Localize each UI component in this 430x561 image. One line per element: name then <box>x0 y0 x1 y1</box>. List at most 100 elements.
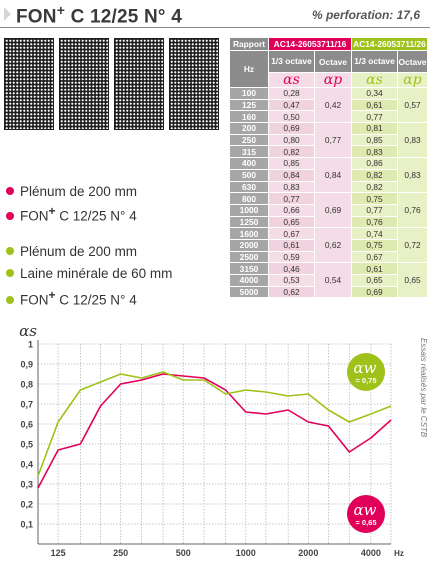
red-third-octave-cell: 0,85 <box>268 157 315 170</box>
y-tick-label: 0,6 <box>20 420 33 430</box>
green-third-octave-cell: 0,61 <box>351 262 398 275</box>
green-third-octave-cell: 0,69 <box>351 285 398 299</box>
red-third-octave-cell: 0,69 <box>268 122 315 135</box>
green-third-octave-cell: 0,34 <box>351 87 398 100</box>
green-dot-icon <box>6 295 14 304</box>
alpha-s-red: αs <box>268 72 315 88</box>
table-row: 400 0,85 0,84 0,86 0,83 <box>229 157 428 194</box>
red-third-octave-cell: 0,67 <box>268 227 315 240</box>
table-row: 5000 0,62 0,69 <box>229 285 428 299</box>
green-third-octave-cell: 0,81 <box>351 122 398 135</box>
y-tick-label: 0,9 <box>20 360 33 370</box>
perforation-pattern <box>4 38 219 130</box>
series-line-green <box>37 371 392 477</box>
green-third-octave-cell: 0,85 <box>351 133 398 147</box>
title-arrow-icon <box>4 7 11 21</box>
green-third-octave-cell: 0,61 <box>351 98 398 112</box>
red-octave-cell: 0,54 <box>314 262 352 299</box>
y-tick-label: 0,4 <box>20 460 33 470</box>
alpha-s-green: αs <box>351 72 398 88</box>
alpha-w-badge-red <box>347 495 385 533</box>
red-third-octave-cell: 0,61 <box>268 238 315 252</box>
x-tick-label: 125 <box>51 548 66 558</box>
table-row: 1250 0,65 0,76 <box>229 215 428 229</box>
alpha-w-label-red: αw <box>354 501 377 519</box>
hz-cell: 250 <box>229 133 269 147</box>
red-third-octave-cell: 0,84 <box>268 168 315 182</box>
hz-cell: 200 <box>229 122 269 135</box>
pattern-tile <box>4 38 54 130</box>
hz-cell: 800 <box>229 192 269 205</box>
green-octave-cell: 0,83 <box>397 157 428 194</box>
red-third-octave-cell: 0,65 <box>268 215 315 229</box>
table-row: 2500 0,59 0,67 <box>229 250 428 264</box>
third-octave-header-green: 1/3 octave <box>351 50 398 73</box>
red-octave-cell: 0,84 <box>314 157 352 194</box>
hz-cell: 630 <box>229 180 269 194</box>
table-row: 500 0,84 0,82 <box>229 168 428 182</box>
hz-header: Hz <box>229 50 269 88</box>
table-row: 800 0,77 0,69 0,75 0,76 <box>229 192 428 229</box>
hz-cell: 2500 <box>229 250 269 264</box>
green-octave-cell: 0,72 <box>397 227 428 264</box>
red-third-octave-cell: 0,82 <box>268 145 315 159</box>
table-row: 160 0,50 0,77 <box>229 110 428 124</box>
green-octave-cell: 0,83 <box>397 122 428 159</box>
alpha-w-label-green: αw <box>354 359 377 377</box>
series-line-red <box>37 373 392 489</box>
side-note: Essais réalisés par le CSTB <box>419 338 428 438</box>
red-dot-icon <box>6 211 14 220</box>
green-third-octave-cell: 0,77 <box>351 110 398 124</box>
green-third-octave-cell: 0,82 <box>351 168 398 182</box>
table-row: 125 0,47 0,61 <box>229 98 428 112</box>
red-third-octave-cell: 0,77 <box>268 192 315 205</box>
hz-cell: 1250 <box>229 215 269 229</box>
hz-cell: 3150 <box>229 262 269 275</box>
table-row: 100 0,28 0,42 0,34 0,57 <box>229 86 428 124</box>
red-third-octave-cell: 0,80 <box>268 133 315 147</box>
report-id-green: AC14-26053711/26 <box>351 37 428 51</box>
red-third-octave-cell: 0,59 <box>268 250 315 264</box>
table-row: 1000 0,66 0,77 <box>229 203 428 217</box>
hz-cell: 2000 <box>229 238 269 252</box>
report-id-red: AC14-26053711/16 <box>268 37 352 51</box>
hz-cell: 315 <box>229 145 269 159</box>
red-third-octave-cell: 0,53 <box>268 274 315 287</box>
red-octave-cell: 0,77 <box>314 122 352 159</box>
octave-header-red: Octave <box>314 50 352 73</box>
x-unit-label: Hz <box>394 549 404 558</box>
hz-cell: 5000 <box>229 285 269 299</box>
red-third-octave-cell: 0,66 <box>268 203 315 217</box>
page-title: FON+ C 12/25 N° 4 <box>16 2 182 28</box>
legend-red-line2: FON+ C 12/25 N° 4 <box>6 204 137 224</box>
x-tick-label: 250 <box>113 548 128 558</box>
green-third-octave-cell: 0,83 <box>351 145 398 159</box>
alpha-w-badge-green <box>347 353 385 391</box>
red-third-octave-cell: 0,62 <box>268 285 315 299</box>
acoustic-table: Rapport AC14-26053711/16 AC14-26053711/2… <box>229 37 428 299</box>
hz-cell: 160 <box>229 110 269 124</box>
third-octave-header-red: 1/3 octave <box>268 50 315 73</box>
x-tick-label: 500 <box>176 548 191 558</box>
alpha-w-value-red: = 0,65 <box>355 518 376 527</box>
table-row: 200 0,69 0,77 0,81 0,83 <box>229 122 428 159</box>
green-third-octave-cell: 0,75 <box>351 238 398 252</box>
table-row: 3150 0,46 0,54 0,61 0,65 <box>229 262 428 299</box>
red-third-octave-cell: 0,47 <box>268 98 315 112</box>
header-divider <box>0 27 430 28</box>
y-tick-label: 0,1 <box>20 520 33 530</box>
table-row: 630 0,83 0,82 <box>229 180 428 194</box>
y-tick-label: 1 <box>28 340 33 350</box>
x-tick-label: 1000 <box>236 548 256 558</box>
red-third-octave-cell: 0,83 <box>268 180 315 194</box>
y-tick-label: 0,7 <box>20 400 33 410</box>
green-octave-cell: 0,76 <box>397 192 428 229</box>
hz-cell: 1600 <box>229 227 269 240</box>
absorption-chart: 0,1 0,2 0,3 0,4 0,5 0,6 0,7 0,8 0,9 1 125 250 500 100… <box>19 322 428 558</box>
x-tick-label: 2000 <box>298 548 318 558</box>
green-third-octave-cell: 0,82 <box>351 180 398 194</box>
table-row: 315 0,82 0,83 <box>229 145 428 159</box>
green-octave-cell: 0,57 <box>397 86 428 124</box>
red-third-octave-cell: 0,28 <box>268 87 315 100</box>
legend-red-line1: Plénum de 200 mm <box>6 184 137 199</box>
